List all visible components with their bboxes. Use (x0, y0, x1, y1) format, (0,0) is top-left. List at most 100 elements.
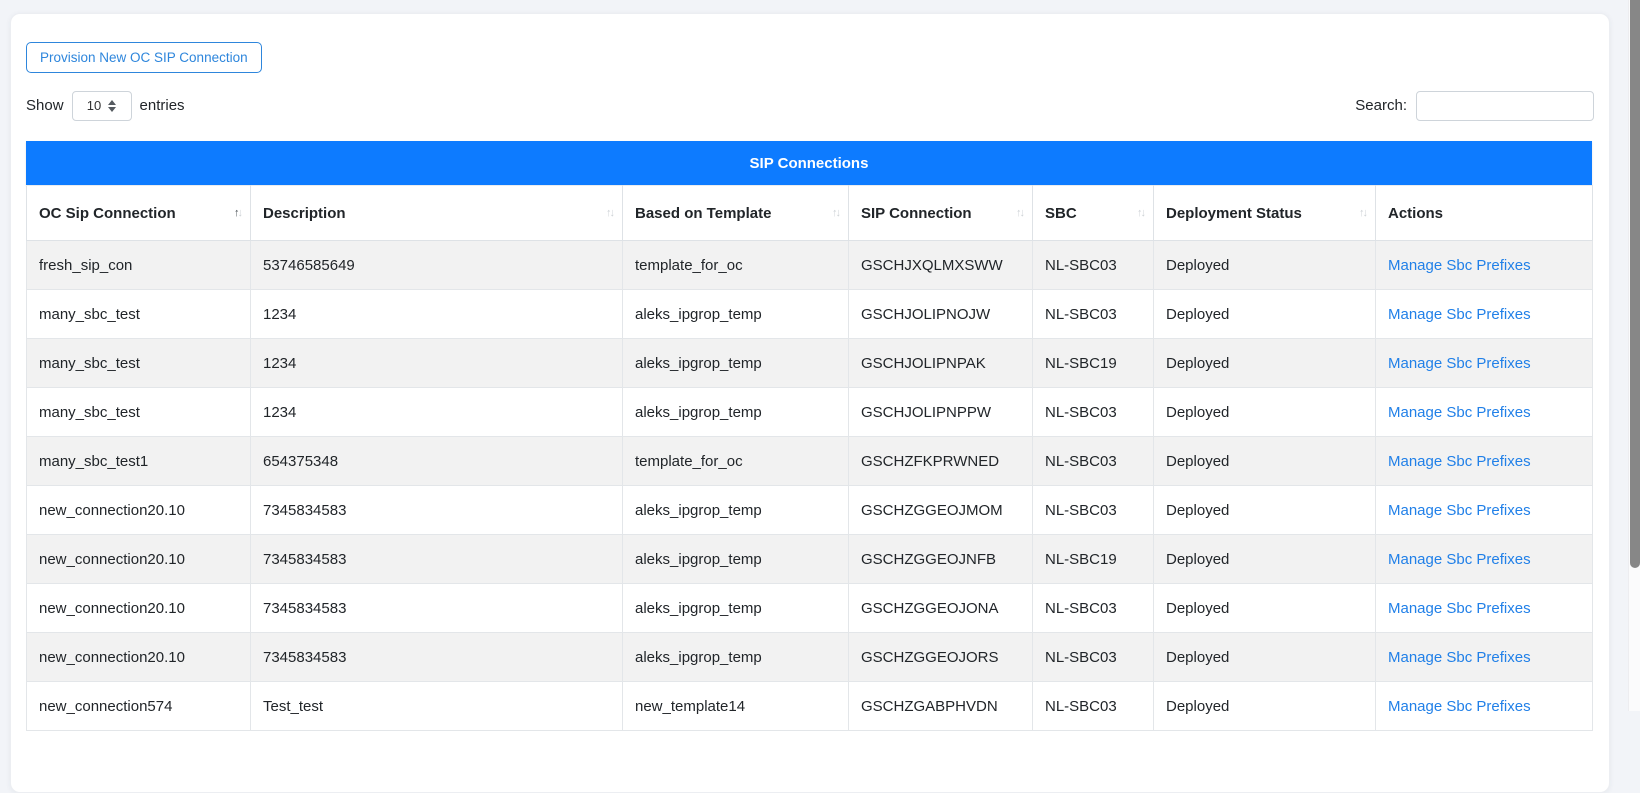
cell-deployment-status: Deployed (1153, 240, 1376, 290)
column-header-label: SIP Connection (861, 204, 972, 222)
sort-arrows-icon: ↑↓ (606, 207, 615, 219)
cell-sip-connection: GSCHZGGEOJNFB (848, 534, 1033, 584)
table-row: many_sbc_test 1234 aleks_ipgrop_temp GSCHJO… (26, 289, 1593, 339)
column-header-based-on-template[interactable]: Based on Template ↑↓ (622, 185, 849, 241)
cell-sip-connection: GSCHZGGEOJORS (848, 632, 1033, 682)
manage-sbc-prefixes-link[interactable]: Manage Sbc Prefixes (1388, 403, 1531, 421)
vertical-scrollbar-track[interactable] (1628, 0, 1640, 711)
cell-sbc: NL-SBC03 (1032, 681, 1154, 731)
sort-arrows-icon: ↑↓ (1359, 207, 1368, 219)
cell-sbc: NL-SBC03 (1032, 436, 1154, 486)
sip-connections-card: Provision New OC SIP Connection Show 10 … (10, 13, 1610, 793)
cell-sip-connection: GSCHJOLIPNOJW (848, 289, 1033, 339)
cell-sbc: NL-SBC19 (1032, 338, 1154, 388)
cell-based-on-template: aleks_ipgrop_temp (622, 534, 849, 584)
cell-actions: Manage Sbc Prefixes (1375, 289, 1593, 339)
search-label: Search: (1355, 97, 1407, 114)
cell-actions: Manage Sbc Prefixes (1375, 632, 1593, 682)
column-header-deployment-status[interactable]: Deployment Status ↑↓ (1153, 185, 1376, 241)
cell-sip-connection: GSCHJOLIPNPAK (848, 338, 1033, 388)
cell-oc-sip-connection: new_connection20.10 (26, 534, 251, 584)
cell-oc-sip-connection: many_sbc_test (26, 338, 251, 388)
cell-description: 53746585649 (250, 240, 623, 290)
vertical-scrollbar-thumb[interactable] (1630, 0, 1640, 568)
manage-sbc-prefixes-link[interactable]: Manage Sbc Prefixes (1388, 648, 1531, 666)
manage-sbc-prefixes-link[interactable]: Manage Sbc Prefixes (1388, 550, 1531, 568)
select-stepper-icon (108, 99, 117, 112)
table-header-row: OC Sip Connection ↑↓ Description ↑↓ Based on… (26, 185, 1593, 241)
sort-arrows-icon: ↑↓ (1137, 207, 1146, 219)
cell-description: 7345834583 (250, 583, 623, 633)
cell-actions: Manage Sbc Prefixes (1375, 387, 1593, 437)
cell-description: 7345834583 (250, 632, 623, 682)
cell-based-on-template: aleks_ipgrop_temp (622, 289, 849, 339)
table-row: many_sbc_test 1234 aleks_ipgrop_temp GSCHJO… (26, 387, 1593, 437)
cell-deployment-status: Deployed (1153, 534, 1376, 584)
cell-description: 1234 (250, 289, 623, 339)
search-control: Search: (1355, 90, 1594, 121)
entries-length-control: Show 10 entries (26, 90, 185, 121)
table-row: new_connection20.10 7345834583 aleks_ipgro… (26, 632, 1593, 682)
sort-arrows-icon: ↑↓ (234, 207, 243, 219)
cell-sbc: NL-SBC03 (1032, 485, 1154, 535)
manage-sbc-prefixes-link[interactable]: Manage Sbc Prefixes (1388, 452, 1531, 470)
cell-based-on-template: aleks_ipgrop_temp (622, 387, 849, 437)
cell-sip-connection: GSCHZGGEOJMOM (848, 485, 1033, 535)
table-controls: Show 10 entries Search: (26, 90, 1594, 121)
cell-based-on-template: aleks_ipgrop_temp (622, 338, 849, 388)
cell-description: 7345834583 (250, 485, 623, 535)
column-header-description[interactable]: Description ↑↓ (250, 185, 623, 241)
sip-connections-table-area: SIP Connections OC Sip Connection ↑↓ Descr… (26, 141, 1593, 731)
manage-sbc-prefixes-link[interactable]: Manage Sbc Prefixes (1388, 697, 1531, 715)
column-header-oc-sip-connection[interactable]: OC Sip Connection ↑↓ (26, 185, 251, 241)
cell-sbc: NL-SBC03 (1032, 632, 1154, 682)
cell-sbc: NL-SBC03 (1032, 583, 1154, 633)
cell-deployment-status: Deployed (1153, 289, 1376, 339)
cell-based-on-template: aleks_ipgrop_temp (622, 485, 849, 535)
table-row: fresh_sip_con 53746585649 template_for_oc G… (26, 240, 1593, 290)
cell-sbc: NL-SBC19 (1032, 534, 1154, 584)
manage-sbc-prefixes-link[interactable]: Manage Sbc Prefixes (1388, 501, 1531, 519)
column-header-sip-connection[interactable]: SIP Connection ↑↓ (848, 185, 1033, 241)
cell-sbc: NL-SBC03 (1032, 240, 1154, 290)
table-row: new_connection20.10 7345834583 aleks_ipgro… (26, 583, 1593, 633)
cell-oc-sip-connection: new_connection20.10 (26, 485, 251, 535)
sip-connections-table: OC Sip Connection ↑↓ Description ↑↓ Based on… (26, 185, 1593, 731)
manage-sbc-prefixes-link[interactable]: Manage Sbc Prefixes (1388, 354, 1531, 372)
cell-description: Test_test (250, 681, 623, 731)
table-title-bar: SIP Connections (26, 141, 1592, 185)
manage-sbc-prefixes-link[interactable]: Manage Sbc Prefixes (1388, 256, 1531, 274)
cell-oc-sip-connection: many_sbc_test (26, 289, 251, 339)
cell-oc-sip-connection: many_sbc_test1 (26, 436, 251, 486)
cell-based-on-template: template_for_oc (622, 240, 849, 290)
manage-sbc-prefixes-link[interactable]: Manage Sbc Prefixes (1388, 305, 1531, 323)
cell-based-on-template: aleks_ipgrop_temp (622, 583, 849, 633)
search-input[interactable] (1416, 90, 1594, 121)
cell-sip-connection: GSCHJXQLMXSWW (848, 240, 1033, 290)
cell-deployment-status: Deployed (1153, 436, 1376, 486)
cell-description: 1234 (250, 387, 623, 437)
cell-sip-connection: GSCHJOLIPNPPW (848, 387, 1033, 437)
manage-sbc-prefixes-link[interactable]: Manage Sbc Prefixes (1388, 599, 1531, 617)
cell-deployment-status: Deployed (1153, 681, 1376, 731)
cell-actions: Manage Sbc Prefixes (1375, 583, 1593, 633)
column-header-sbc[interactable]: SBC ↑↓ (1032, 185, 1154, 241)
sort-arrows-icon: ↑↓ (832, 207, 841, 219)
column-header-label: Actions (1388, 204, 1444, 222)
cell-actions: Manage Sbc Prefixes (1375, 338, 1593, 388)
cell-oc-sip-connection: new_connection20.10 (26, 583, 251, 633)
sort-arrows-icon: ↑↓ (1016, 207, 1025, 219)
cell-deployment-status: Deployed (1153, 387, 1376, 437)
provision-new-oc-sip-connection-button[interactable]: Provision New OC SIP Connection (26, 42, 262, 73)
entries-per-page-value: 10 (86, 98, 102, 113)
column-header-label: Based on Template (635, 204, 772, 222)
cell-deployment-status: Deployed (1153, 485, 1376, 535)
cell-description: 654375348 (250, 436, 623, 486)
cell-sip-connection: GSCHZGGEOJONA (848, 583, 1033, 633)
cell-sip-connection: GSCHZGABPHVDN (848, 681, 1033, 731)
table-row: many_sbc_test1 654375348 template_for_oc GS… (26, 436, 1593, 486)
cell-deployment-status: Deployed (1153, 338, 1376, 388)
entries-per-page-select[interactable]: 10 (71, 90, 132, 121)
cell-based-on-template: new_template14 (622, 681, 849, 731)
cell-sbc: NL-SBC03 (1032, 289, 1154, 339)
